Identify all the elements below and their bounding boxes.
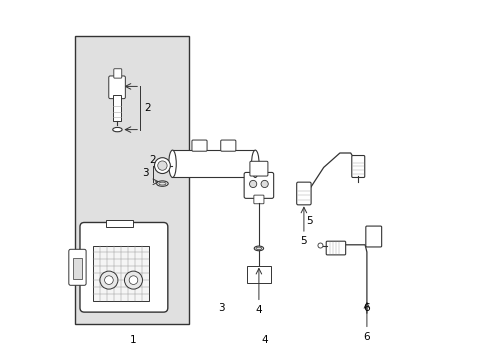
FancyBboxPatch shape	[192, 140, 206, 151]
Ellipse shape	[159, 182, 166, 185]
Ellipse shape	[317, 243, 322, 248]
Text: 6: 6	[363, 303, 369, 313]
FancyBboxPatch shape	[296, 182, 310, 205]
Circle shape	[100, 271, 118, 289]
Text: 5: 5	[305, 216, 312, 226]
FancyBboxPatch shape	[80, 222, 167, 312]
Text: 2: 2	[149, 155, 156, 165]
FancyBboxPatch shape	[244, 172, 273, 198]
Text: 3: 3	[217, 303, 224, 313]
Circle shape	[104, 276, 113, 284]
FancyBboxPatch shape	[325, 241, 345, 255]
Bar	[247, 266, 270, 283]
Bar	[75, 36, 188, 324]
Text: 3: 3	[142, 168, 148, 178]
Ellipse shape	[251, 150, 259, 177]
Circle shape	[249, 180, 256, 188]
FancyBboxPatch shape	[108, 76, 125, 99]
Bar	[106, 220, 133, 227]
Circle shape	[261, 180, 268, 188]
Bar	[113, 95, 121, 121]
Circle shape	[129, 276, 138, 284]
Bar	[93, 246, 149, 301]
FancyBboxPatch shape	[220, 140, 235, 151]
FancyBboxPatch shape	[69, 249, 86, 285]
FancyBboxPatch shape	[351, 156, 364, 177]
Circle shape	[124, 271, 142, 289]
Text: 4: 4	[261, 335, 267, 345]
Text: 4: 4	[255, 305, 262, 315]
FancyBboxPatch shape	[365, 226, 381, 247]
Ellipse shape	[156, 181, 168, 186]
Ellipse shape	[113, 127, 122, 132]
Text: 2: 2	[143, 103, 150, 113]
Text: 1: 1	[129, 335, 136, 345]
FancyBboxPatch shape	[249, 161, 267, 176]
FancyBboxPatch shape	[253, 195, 264, 204]
Ellipse shape	[254, 246, 263, 251]
Text: 5: 5	[300, 236, 306, 246]
Bar	[172, 150, 255, 177]
Circle shape	[154, 158, 170, 174]
Bar	[73, 258, 82, 279]
Circle shape	[158, 161, 167, 170]
Ellipse shape	[256, 247, 261, 250]
Text: 6: 6	[363, 332, 369, 342]
FancyBboxPatch shape	[114, 69, 122, 78]
Ellipse shape	[168, 150, 176, 177]
